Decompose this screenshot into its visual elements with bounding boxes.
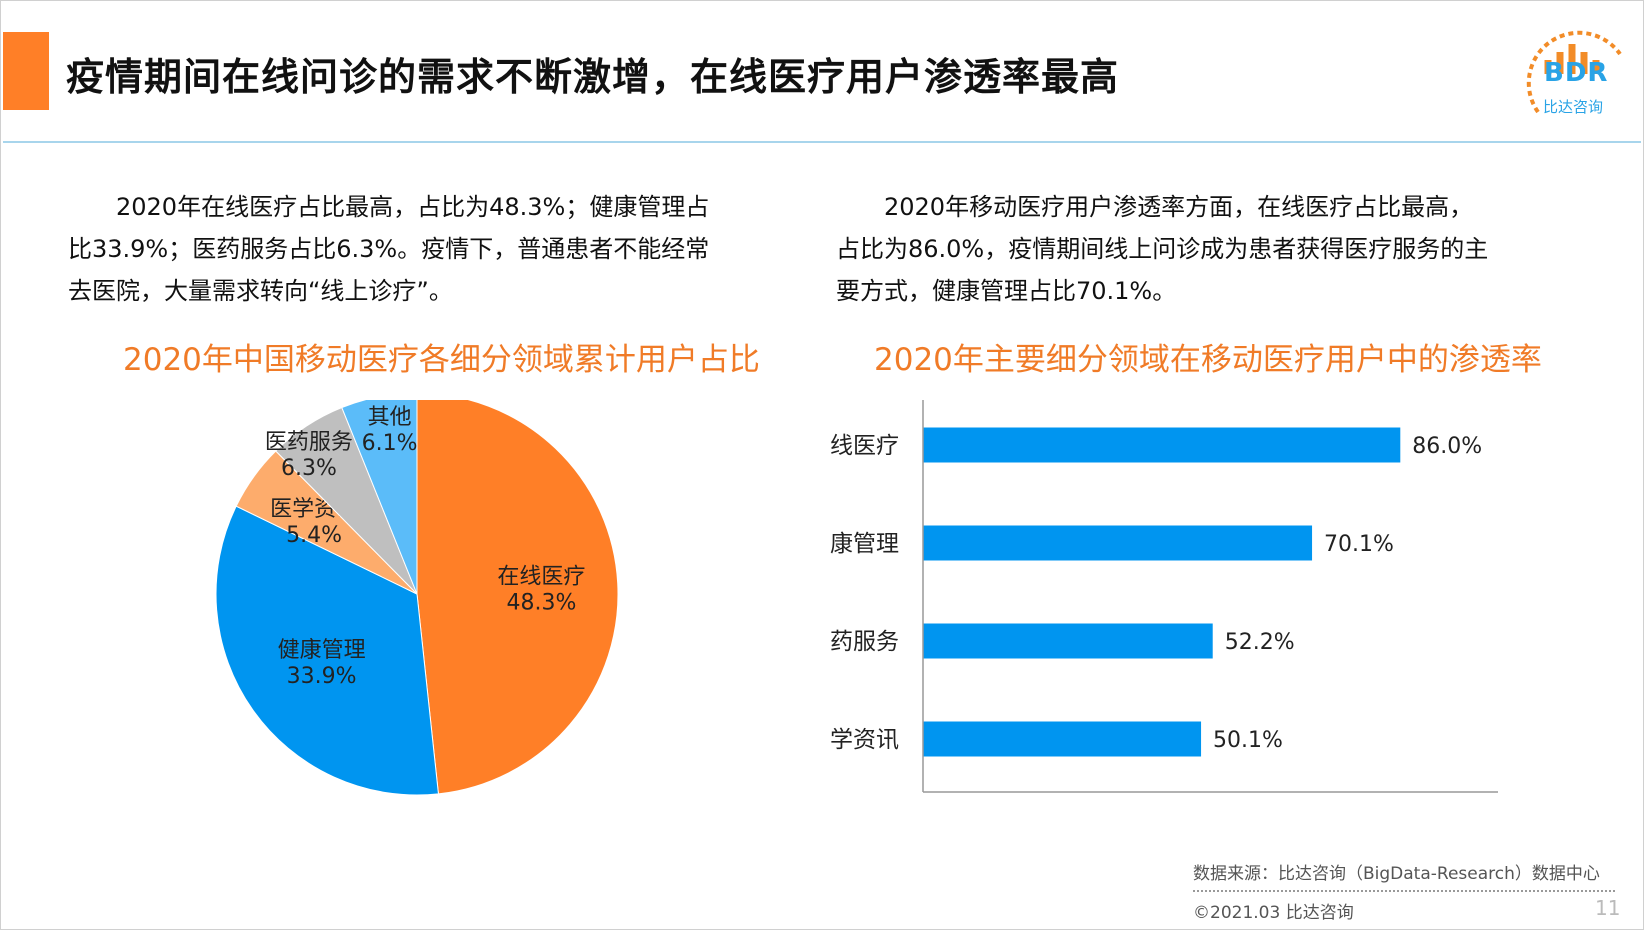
data-source-note: 数据来源：比达咨询（BigData-Research）数据中心 [1193,864,1600,884]
pie-label-3: 医药服务 [265,430,353,455]
pie-label-0: 在线医疗 [497,564,585,589]
copyright-text: ©2021.03 比达咨询 [1193,903,1354,923]
bar-chart: 在线医疗 86.0% 健康管理 70.1% 医药服务 52.2% 医学资讯 50.1% [830,400,1498,793]
logo-graphic [1526,30,1622,114]
bar-category-label-2: 医药服务 [830,629,899,655]
title-accent-bar [3,32,49,110]
bar-3 [923,721,1202,757]
logo-chinese-name: 比达咨询 [1543,98,1604,116]
footer-divider [1193,890,1615,892]
pie-label-4: 其他 [368,405,412,430]
pie-slice-0 [416,400,619,795]
pie-value-label-3: 6.3% [281,456,337,481]
page-number: 11 [1595,896,1621,920]
bar-0 [923,427,1401,463]
pie-slice-4 [341,400,418,595]
pie-value-label-2: 5.4% [286,523,342,548]
bar-chart-title: 2020年主要细分领域在移动医疗用户中的渗透率 [874,342,1542,378]
pie-value-label-0: 48.3% [506,590,576,615]
right-description: 2020年移动医疗用户渗透率方面，在线医疗占比最高， 占比为86.0%，疫情期间… [836,193,1489,305]
logo-text: BDR [1544,58,1609,88]
bar-1 [923,525,1313,561]
pie-chart-title: 2020年中国移动医疗各细分领域累计用户占比 [123,342,760,378]
pie-slice-1 [215,505,439,796]
bar-value-label-2: 52.2% [1225,630,1295,655]
pie-label-1: 健康管理 [278,638,366,663]
bar-2 [923,623,1213,659]
bar-category-label-0: 在线医疗 [830,433,899,459]
left-description: 2020年在线医疗占比最高，占比为48.3%；健康管理占 比33.9%；医药服务… [68,193,710,305]
bar-category-label-3: 医学资讯 [830,727,899,753]
page-title: 疫情期间在线问诊的需求不断激增，在线医疗用户渗透率最高 [66,55,1120,99]
header-divider [3,141,1641,143]
pie-value-label-1: 33.9% [287,664,357,689]
bar-value-label-3: 50.1% [1213,728,1283,753]
bar-value-label-0: 86.0% [1412,434,1482,459]
pie-value-label-4: 6.1% [362,431,418,456]
bar-category-label-1: 健康管理 [830,531,899,557]
bar-value-label-1: 70.1% [1324,532,1394,557]
